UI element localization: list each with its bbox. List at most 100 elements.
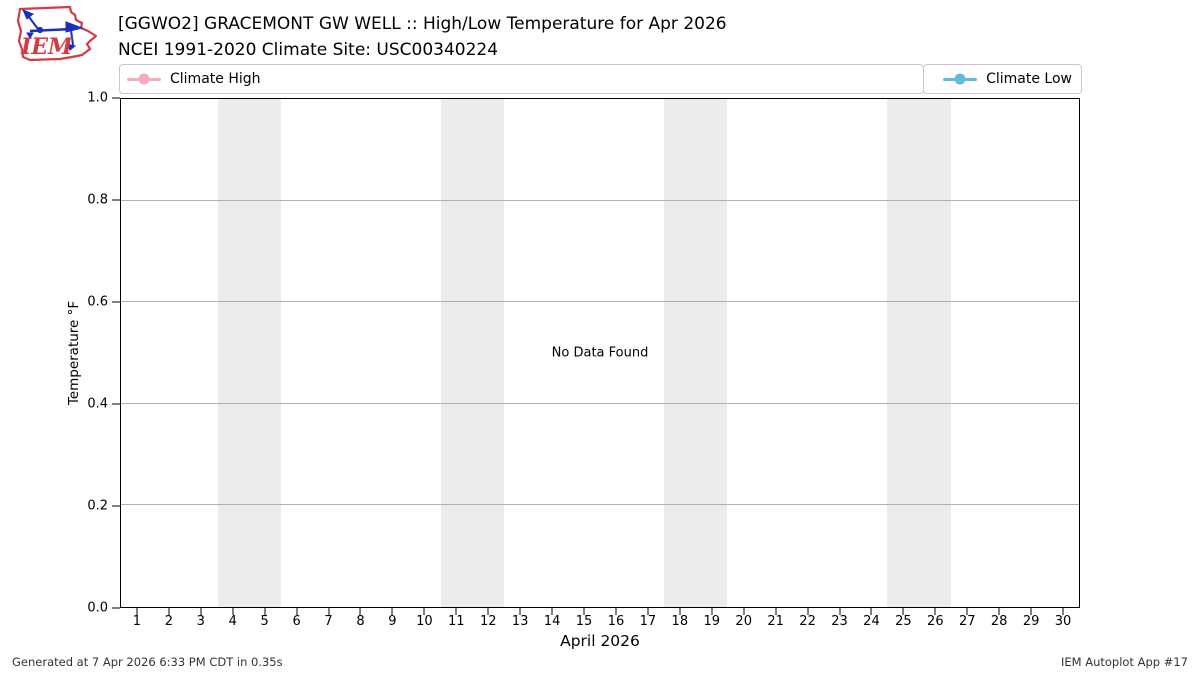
- weekend-band: [440, 99, 505, 607]
- title-block: [GGWO2] GRACEMONT GW WELL :: High/Low Te…: [118, 11, 727, 63]
- y-tick-label: 0.8: [87, 192, 108, 208]
- x-tick-label: 22: [799, 614, 816, 629]
- x-tick-mark: [232, 608, 234, 615]
- x-tick-mark: [264, 608, 266, 615]
- legend-dot-marker-low: [954, 73, 966, 85]
- x-tick-mark: [200, 608, 202, 615]
- x-tick-label: 7: [324, 614, 333, 629]
- x-tick-label: 14: [543, 614, 561, 629]
- y-tick-mark: [112, 505, 120, 507]
- legend-label-high: Climate High: [170, 71, 261, 87]
- x-tick-label: 25: [895, 614, 912, 629]
- x-tick-mark: [391, 608, 393, 615]
- legend-entry-climate-low: Climate Low: [943, 71, 1072, 87]
- y-tick-label: 1.0: [87, 90, 108, 106]
- x-tick-mark: [583, 608, 585, 615]
- gridline: [121, 402, 1079, 404]
- x-tick-mark: [455, 608, 457, 615]
- iem-logo-text: IEM: [20, 34, 73, 60]
- plot-area: No Data Found: [120, 98, 1080, 608]
- x-tick-label: 17: [639, 614, 657, 629]
- x-tick-label: 10: [416, 614, 433, 629]
- x-tick-label: 3: [196, 614, 205, 629]
- x-tick-mark: [1062, 608, 1064, 615]
- weekend-band: [886, 99, 951, 607]
- gridline: [121, 504, 1079, 506]
- weekend-band: [217, 99, 282, 607]
- x-tick-label: 12: [479, 614, 497, 629]
- y-axis-labels: 0.0 0.2 0.4 0.6 0.8 1.0: [60, 91, 108, 616]
- x-axis-tick-marks: [120, 608, 1080, 615]
- x-tick-mark: [902, 608, 904, 615]
- iowa-outline: [16, 5, 98, 62]
- y-tick-label: 0.4: [87, 396, 108, 412]
- x-tick-label: 30: [1054, 614, 1072, 629]
- x-tick-label: 23: [831, 614, 848, 629]
- x-tick-label: 8: [356, 614, 365, 629]
- x-tick-mark: [711, 608, 713, 615]
- y-tick-mark: [112, 97, 120, 99]
- x-tick-mark: [296, 608, 298, 615]
- y-tick-mark: [112, 403, 120, 405]
- x-tick-label: 26: [927, 614, 944, 629]
- x-tick-label: 2: [164, 614, 173, 629]
- gridline: [121, 199, 1079, 201]
- legend-box-high: Climate High: [119, 64, 924, 94]
- x-tick-mark: [966, 608, 968, 615]
- x-tick-mark: [870, 608, 872, 615]
- x-tick-label: 5: [260, 614, 269, 629]
- y-tick-label: 0.2: [87, 498, 108, 514]
- y-tick-mark: [112, 301, 120, 303]
- x-tick-mark: [743, 608, 745, 615]
- x-tick-mark: [998, 608, 1000, 615]
- x-tick-mark: [136, 608, 138, 615]
- gridline: [121, 301, 1079, 303]
- x-tick-label: 21: [767, 614, 784, 629]
- x-tick-mark: [487, 608, 489, 615]
- x-tick-label: 13: [511, 614, 529, 629]
- generated-timestamp: Generated at 7 Apr 2026 6:33 PM CDT in 0…: [12, 655, 283, 669]
- x-tick-mark: [679, 608, 681, 615]
- x-tick-mark: [807, 608, 809, 615]
- x-tick-label: 28: [990, 614, 1008, 629]
- legend-line-marker-high: [127, 73, 161, 85]
- x-tick-mark: [1030, 608, 1032, 615]
- no-data-message: No Data Found: [551, 345, 649, 361]
- x-tick-mark: [647, 608, 649, 615]
- chart-subtitle: NCEI 1991-2020 Climate Site: USC00340224: [118, 40, 499, 60]
- x-tick-mark: [168, 608, 170, 615]
- x-tick-mark: [775, 608, 777, 615]
- x-tick-mark: [519, 608, 521, 615]
- x-tick-label: 24: [863, 614, 880, 629]
- y-axis-title: Temperature °F: [66, 300, 82, 406]
- x-tick-mark: [839, 608, 841, 615]
- x-tick-label: 27: [958, 614, 976, 629]
- y-tick-mark: [112, 607, 120, 609]
- legend-dot-marker-high: [138, 73, 150, 85]
- x-tick-mark: [328, 608, 330, 615]
- x-tick-mark: [615, 608, 617, 615]
- x-tick-label: 4: [228, 614, 237, 629]
- legend-box-low: Climate Low: [923, 64, 1082, 94]
- weekend-band: [663, 99, 728, 607]
- x-axis-labels: 1 2 3 4 5 6 7 8 9 10 11 12 13 14 15 16 17 18 19 20 21 22 23 24 2…: [120, 614, 1080, 630]
- x-tick-label: 29: [1022, 614, 1040, 629]
- x-tick-label: 15: [575, 614, 593, 629]
- legend-label-low: Climate Low: [986, 71, 1072, 87]
- y-tick-label: 0.0: [87, 600, 108, 616]
- x-tick-label: 16: [607, 614, 625, 629]
- x-tick-label: 6: [292, 614, 301, 629]
- x-tick-label: 20: [735, 614, 752, 629]
- x-tick-label: 1: [132, 614, 142, 629]
- x-tick-mark: [551, 608, 553, 615]
- x-tick-label: 19: [703, 614, 721, 629]
- x-tick-label: 9: [388, 614, 397, 629]
- y-tick-label: 0.6: [87, 294, 108, 310]
- x-tick-mark: [423, 608, 425, 615]
- x-tick-mark: [934, 608, 936, 615]
- x-tick-mark: [359, 608, 361, 615]
- weathervane-icon: [22, 9, 84, 51]
- y-tick-mark: [112, 199, 120, 201]
- legend-entry-climate-high: Climate High: [127, 71, 261, 87]
